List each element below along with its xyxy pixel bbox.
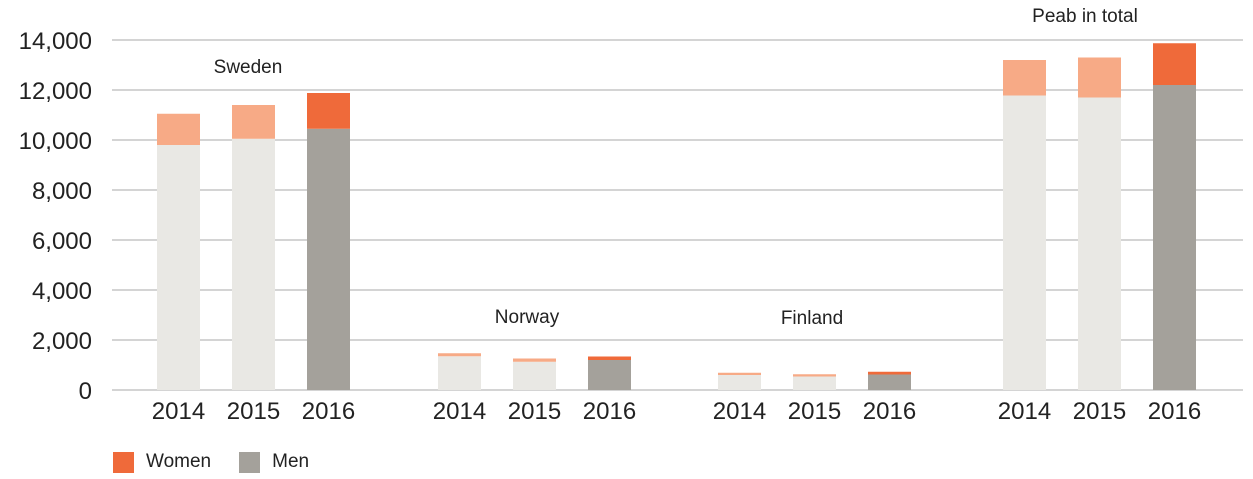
bar-men [232,138,275,390]
legend-swatch-women [113,451,134,473]
bar-men [513,361,556,390]
bar-women [793,374,836,377]
y-tick-label: 4,000 [32,278,92,305]
y-tick-label: 14,000 [19,28,92,55]
x-tick-label: 2016 [583,398,636,425]
legend-label-men: Men [272,451,310,472]
x-tick-label: 2014 [152,398,205,425]
x-tick-label: 2014 [433,398,486,425]
x-tick-label: 2015 [508,398,561,425]
x-tick-label: 2016 [1148,398,1201,425]
bar-men [868,374,911,390]
y-tick-label: 0 [79,378,92,405]
group-label: Finland [781,308,843,329]
x-tick-label: 2015 [1073,398,1126,425]
group-label: Sweden [214,57,283,78]
bar-men [718,375,761,390]
y-tick-label: 6,000 [32,228,92,255]
bar-women [1153,43,1196,85]
bar-women [232,105,275,139]
x-tick-label: 2014 [998,398,1051,425]
legend-swatch-men [239,451,261,473]
bar-women [157,113,200,145]
x-tick-label: 2014 [713,398,766,425]
x-tick-label: 2016 [302,398,355,425]
bar-men [157,145,200,390]
bars [157,43,1196,390]
bar-women [718,372,761,375]
x-axis-labels: 2014 2015 2016 2014 2015 2016 2014 2015 2016 2014… [152,398,1201,425]
legend-label-women: Women [146,451,212,472]
bar-men [1078,97,1121,390]
legend-item-women: Women [113,451,211,473]
bar-chart: 02,0004,0006,0008,00010,00012,00014,000 … [19,6,1243,425]
bar-women [307,93,350,129]
grid-lines [112,39,1243,391]
x-tick-label: 2015 [788,398,841,425]
group-labels: Sweden Norway Finland Peab in total [214,6,1138,329]
legend: Women Men [113,451,337,473]
bar-women [1003,60,1046,96]
bar-women [513,358,556,362]
y-tick-label: 8,000 [32,178,92,205]
bar-men [1003,95,1046,390]
bar-men [588,360,631,390]
x-tick-label: 2015 [227,398,280,425]
group-label: Norway [495,307,560,328]
legend-item-men: Men [239,451,309,473]
bar-men [438,356,481,390]
y-axis-tick-labels: 0 2,000 4,000 6,000 8,000 10,000 12,000 14,000 [19,28,92,405]
bar-men [793,376,836,390]
bar-men [1153,85,1196,390]
x-tick-label: 2016 [863,398,916,425]
bar-men [307,128,350,390]
group-label: Peab in total [1032,6,1138,27]
bar-women [1078,57,1121,98]
bar-women [868,371,911,375]
y-tick-label: 12,000 [19,78,92,105]
bar-women [588,356,631,360]
bar-women [438,353,481,357]
y-tick-label: 2,000 [32,328,92,355]
y-tick-label: 10,000 [19,128,92,155]
